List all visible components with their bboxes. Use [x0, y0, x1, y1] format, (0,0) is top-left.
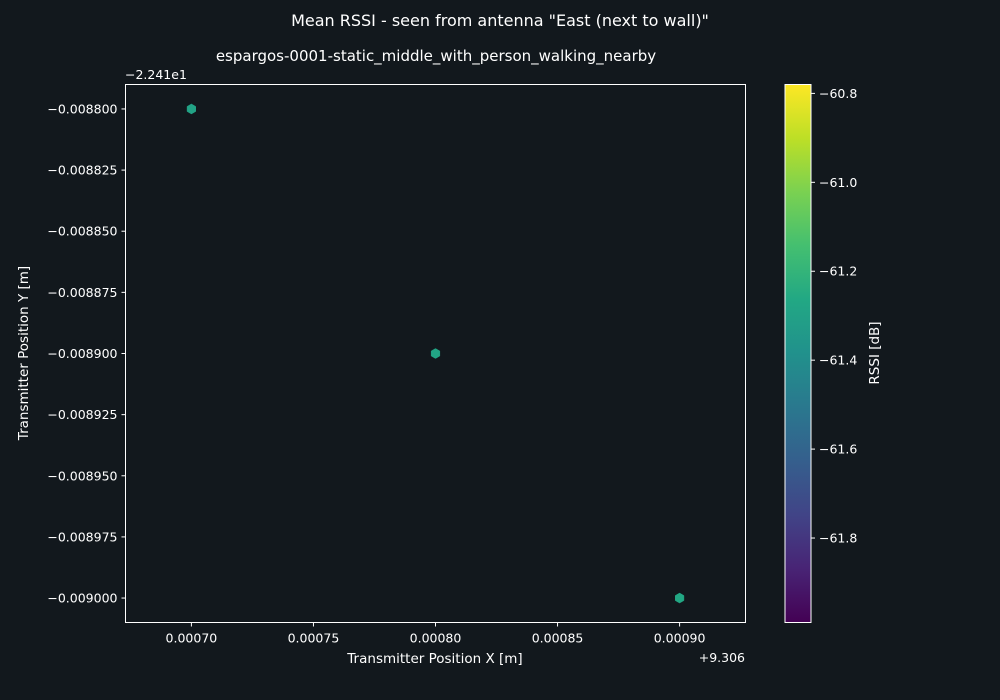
colorbar-tick-label: −61.0	[819, 175, 857, 190]
x-tick-label: 0.00090	[654, 631, 706, 646]
scatter-points	[186, 103, 685, 604]
y-tick-label: −0.008900	[47, 346, 117, 361]
y-offset-label: −2.241e1	[125, 67, 187, 82]
colorbar-label: RSSI [dB]	[867, 321, 883, 384]
scatter-point	[675, 592, 685, 604]
x-tick-label: 0.00070	[166, 631, 218, 646]
y-tick-label: −0.008975	[47, 529, 117, 544]
chart-subtitle: espargos-0001-static_middle_with_person_…	[216, 47, 656, 66]
x-tick-label: 0.00085	[532, 631, 584, 646]
colorbar-tick-label: −60.8	[819, 86, 857, 101]
chart-title: Mean RSSI - seen from antenna "East (nex…	[291, 11, 709, 30]
y-tick-label: −0.008875	[47, 285, 117, 300]
y-tick-label: −0.009000	[47, 591, 117, 606]
colorbar	[784, 84, 812, 623]
colorbar-tick-label: −61.8	[819, 531, 857, 546]
y-tick-label: −0.008825	[47, 163, 117, 178]
scatter-point	[186, 103, 196, 115]
x-tick-label: 0.00080	[410, 631, 462, 646]
y-ticks: −0.008800 −0.008825 −0.008850 −0.008875 −0.0…	[47, 101, 126, 606]
x-ticks: 0.00070 0.00075 0.00080 0.00085 0.00090	[166, 622, 706, 646]
y-tick-label: −0.008850	[47, 224, 117, 239]
y-tick-label: −0.008925	[47, 407, 117, 422]
x-offset-label: +9.306	[699, 650, 745, 665]
colorbar-tick-label: −61.2	[819, 264, 857, 279]
colorbar-ticks: −60.8 −61.0 −61.2 −61.4 −61.6 −61.8	[811, 86, 857, 546]
scatter-point	[430, 348, 441, 359]
colorbar-tick-label: −61.4	[819, 353, 857, 368]
y-tick-label: −0.008800	[47, 101, 117, 116]
colorbar-tick-label: −61.6	[819, 442, 857, 457]
y-axis-label: Transmitter Position Y [m]	[16, 266, 32, 441]
x-tick-label: 0.00075	[288, 631, 340, 646]
y-tick-label: −0.008950	[47, 468, 117, 483]
x-axis-label: Transmitter Position X [m]	[346, 651, 522, 667]
